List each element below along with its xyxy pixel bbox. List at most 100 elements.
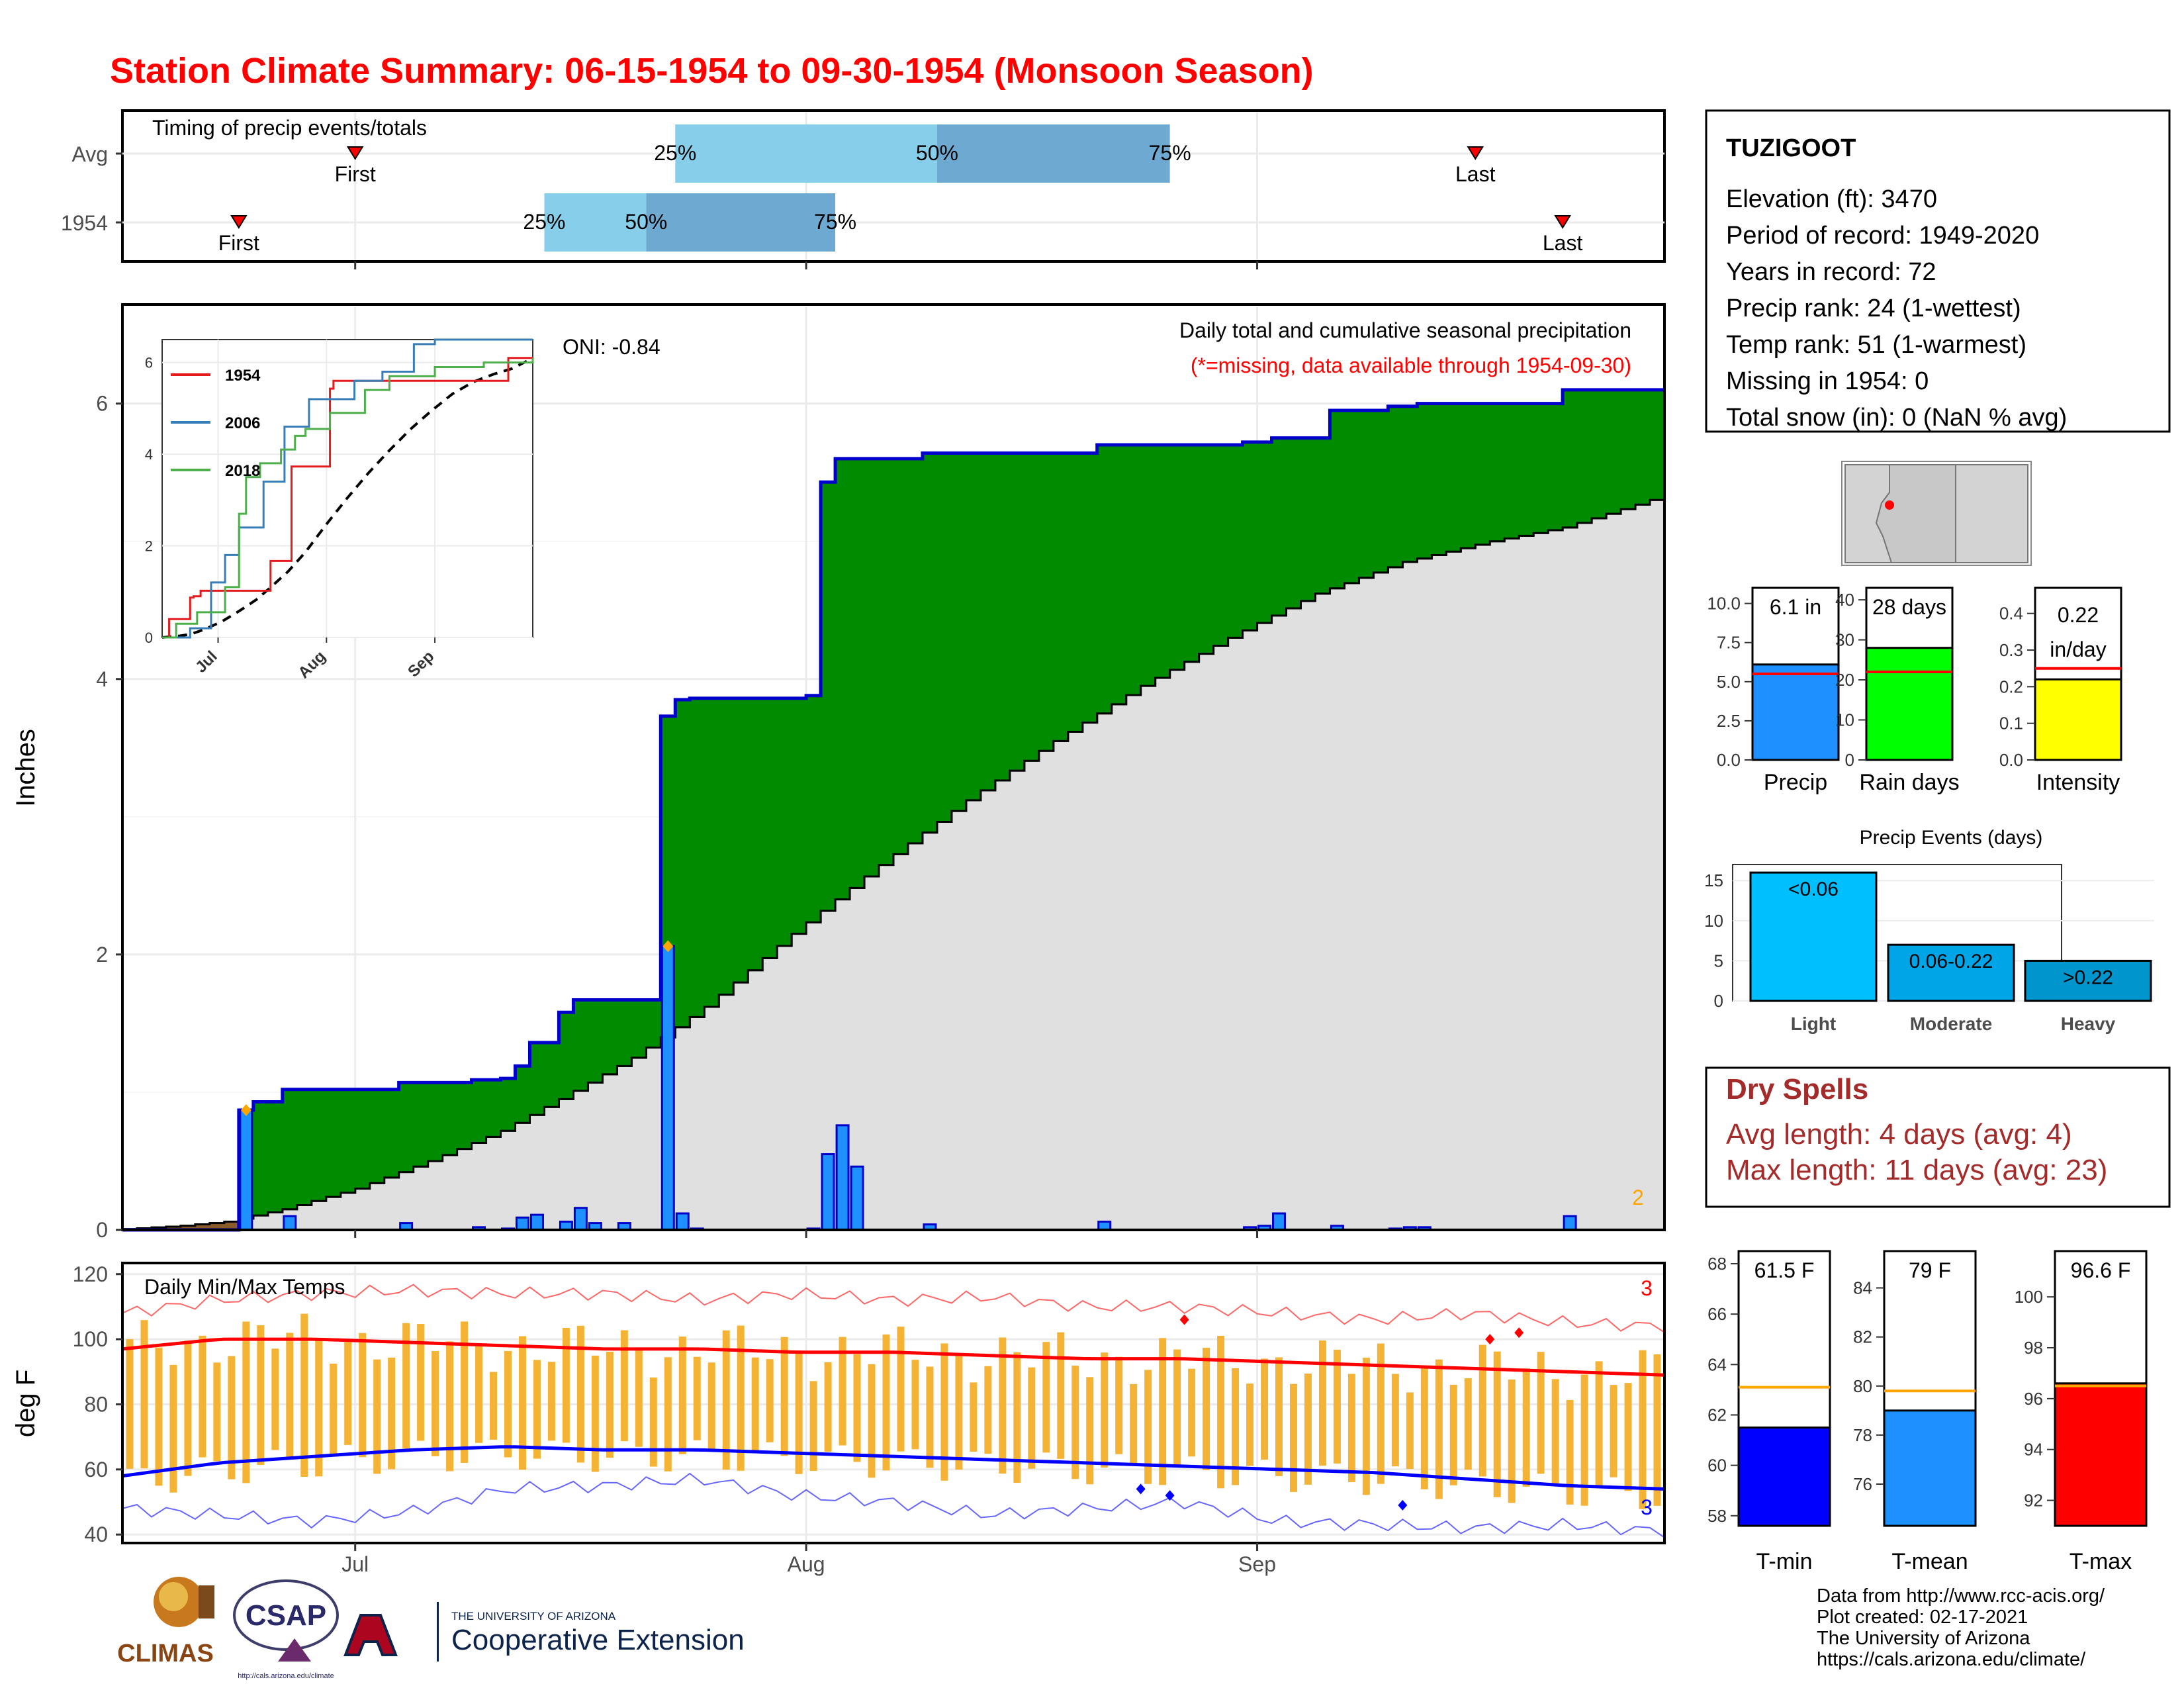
daily-temp-bar — [620, 1330, 628, 1442]
record-low-marker — [1398, 1499, 1408, 1511]
csap-url: http://cals.arizona.edu/climate — [238, 1672, 334, 1680]
missing-note: (*=missing, data available through 1954-… — [1191, 353, 1631, 377]
oni-label: ONI: -0.84 — [563, 335, 660, 359]
daily-temp-bar — [999, 1337, 1007, 1474]
location-map — [1841, 461, 2032, 566]
climas-text: CLIMAS — [117, 1640, 214, 1667]
temp-bar-value — [2054, 1382, 2148, 1527]
temp-ytick-label: 80 — [84, 1392, 108, 1416]
daily-temp-bar — [1261, 1358, 1269, 1460]
inset-ytick-label: 6 — [145, 355, 153, 371]
daily-temp-bar — [591, 1355, 599, 1472]
mini-bar-tick-label: 0 — [1845, 750, 1854, 770]
daily-temp-bar — [606, 1351, 614, 1458]
daily-precip-bar — [850, 1165, 864, 1231]
temp-ytick-label: 120 — [73, 1262, 108, 1286]
daily-temp-bar — [1144, 1370, 1152, 1484]
daily-temp-bar — [140, 1320, 148, 1469]
timing-marker — [1467, 146, 1484, 160]
mini-bar-category: Intensity — [2036, 770, 2120, 795]
timing-marker — [1554, 215, 1571, 229]
inset-normal-line — [161, 357, 533, 639]
avg-max-line — [122, 1337, 1665, 1377]
timing-label: Timing of precip events/totals — [152, 116, 427, 140]
mini-bar-tick-label: 0.0 — [1999, 750, 2023, 770]
daily-temp-bar — [1435, 1359, 1443, 1499]
mini-bar-tick-label: 7.5 — [1717, 633, 1741, 653]
record-max-line — [122, 1284, 1665, 1333]
daily-precip-bar — [283, 1215, 297, 1231]
daily-temp-bar — [490, 1372, 498, 1440]
station-name: TUZIGOOT — [1726, 134, 1856, 162]
temp-bar-tick-label: 66 — [1707, 1304, 1727, 1324]
record-low-marker — [1165, 1490, 1175, 1501]
daily-temp-bar — [809, 1381, 817, 1471]
climas-logo: CLIMAS — [117, 1577, 214, 1667]
temp-bar-value-label: 61.5 F — [1754, 1258, 1815, 1282]
record-low-marker — [1136, 1483, 1146, 1495]
daily-precip-bar — [660, 945, 675, 1231]
daily-temp-bar — [504, 1350, 512, 1458]
timing-marker-label: First — [218, 231, 259, 255]
daily-temp-bar — [1318, 1340, 1326, 1466]
temp-bar-tick-label: 78 — [1853, 1425, 1872, 1445]
daily-temp-bar — [1232, 1368, 1240, 1485]
daily-temp-bar — [649, 1377, 657, 1467]
footer-line: https://cals.arizona.edu/climate/ — [1817, 1649, 2086, 1670]
daily-temp-bar — [707, 1362, 715, 1450]
daily-temp-bar — [780, 1336, 788, 1456]
inset-legend-label: 1954 — [225, 367, 261, 385]
mini-bar-tick-label: 40 — [1835, 590, 1854, 610]
inset-series-1954 — [162, 357, 533, 639]
timing-q2-bar — [646, 193, 836, 252]
daily-temp-bar — [751, 1357, 759, 1453]
daily-temp-bar — [169, 1364, 177, 1493]
daily-precip-bar — [515, 1216, 529, 1231]
right-column: TUZIGOOT Elevation (ft): 3470 Period of r… — [1704, 109, 2171, 1670]
daily-temp-bar — [1217, 1335, 1225, 1489]
precip-ytick-label: 2 — [96, 943, 108, 966]
precip-ylabel: Inches — [11, 729, 40, 807]
inset-frame — [161, 339, 533, 638]
timing-marker — [346, 146, 364, 160]
events-tick-label: 15 — [1704, 870, 1723, 890]
daily-temp-bar — [1275, 1357, 1283, 1476]
event-bar-label: <0.06 — [1788, 878, 1839, 900]
temp-bar-tick-label: 94 — [2024, 1440, 2043, 1460]
daily-temp-bar — [1173, 1349, 1181, 1467]
timing-p25: 25% — [523, 210, 565, 234]
daily-temp-bar — [882, 1334, 890, 1471]
station-info-line: Temp rank: 51 (1-warmest) — [1726, 331, 2026, 359]
record-high-marker — [1179, 1314, 1189, 1325]
daily-temp-bar — [562, 1328, 570, 1443]
dry-spells-avg: Avg length: 4 days (avg: 4) — [1726, 1118, 2072, 1150]
daily-temp-bar — [461, 1321, 469, 1463]
count-hot: 3 — [1641, 1276, 1653, 1300]
temp-bar-value — [1737, 1427, 1831, 1527]
temp-label: Daily Min/Max Temps — [144, 1275, 345, 1299]
mini-bar-tick-label: 20 — [1835, 670, 1854, 690]
timing-p75: 75% — [1149, 141, 1191, 165]
daily-temp-bar — [984, 1366, 992, 1454]
daily-temp-bar — [897, 1327, 905, 1452]
daily-temp-bar — [1639, 1350, 1647, 1509]
temp-bar-value-label: 96.6 F — [2071, 1258, 2131, 1282]
mini-bar-tick-label: 30 — [1835, 630, 1854, 650]
mini-bar-tick-label: 0.2 — [1999, 677, 2023, 696]
mini-bar-value-label: 6.1 in — [1770, 595, 1821, 619]
daily-temp-bar — [271, 1348, 279, 1450]
daily-temp-bar — [155, 1347, 163, 1486]
timing-panel: Timing of precip events/totals Avg 25% 50%… — [61, 109, 1666, 263]
mini-bar-tick-label: 0.0 — [1717, 750, 1741, 770]
daily-temp-bar — [1203, 1347, 1210, 1470]
daily-temp-bar — [1042, 1342, 1050, 1453]
timing-p50: 50% — [916, 141, 958, 165]
daily-temp-bar — [1086, 1377, 1094, 1485]
mini-bar-value — [1751, 663, 1840, 761]
timing-marker-label: Last — [1543, 231, 1583, 255]
daily-temp-bar — [824, 1362, 832, 1452]
station-info-line: Years in record: 72 — [1726, 258, 1936, 286]
daily-temp-bar — [766, 1359, 774, 1442]
daily-precip-bar — [1563, 1215, 1577, 1231]
daily-temp-bar — [1013, 1352, 1021, 1483]
